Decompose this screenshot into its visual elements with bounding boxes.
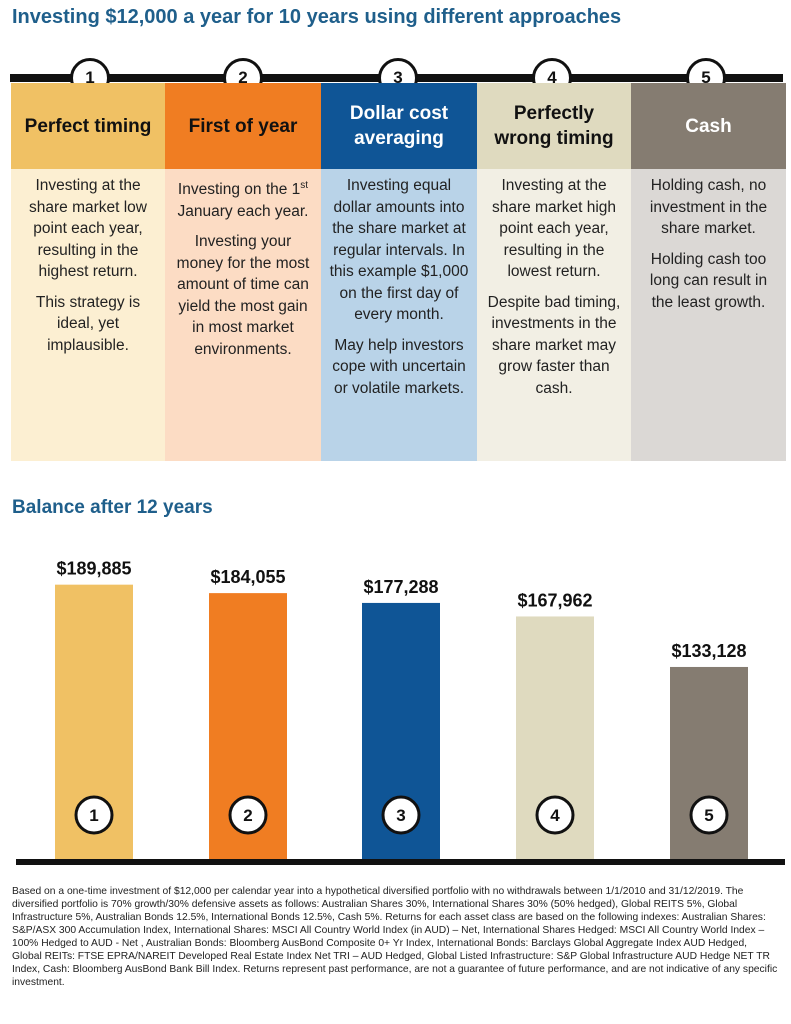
strategy-description-dollar-cost-averaging: Investing equal dollar amounts into the … xyxy=(321,169,477,461)
data-label-3: $177,288 xyxy=(363,577,438,597)
bar-badge-2 xyxy=(228,795,268,835)
category-label-4: 4 xyxy=(550,806,560,825)
strategy-description-first-of-year: Investing on the 1st January each year. … xyxy=(165,169,321,461)
strategy-paragraph: Investing at the share market low point … xyxy=(28,177,147,280)
bar-badge-4 xyxy=(535,795,575,835)
strategy-paragraph: Investing your money for the most amount… xyxy=(176,233,310,358)
bar-badge-3 xyxy=(381,795,421,835)
strategy-paragraph: Investing at the share market high point… xyxy=(491,177,617,280)
footnote: Based on a one-time investment of $12,00… xyxy=(12,886,778,988)
strategy-paragraph: Holding cash, no investment in the share… xyxy=(649,177,768,237)
category-label-1: 1 xyxy=(89,806,98,825)
strategy-header-dollar-cost-averaging: Dollar cost averaging xyxy=(321,83,477,169)
strategy-description-perfect-timing: Investing at the share market low point … xyxy=(11,169,165,461)
strategy-paragraph: May help investors cope with uncertain o… xyxy=(332,336,466,397)
data-label-2: $184,055 xyxy=(210,567,285,587)
category-label-2: 2 xyxy=(243,806,252,825)
category-label-5: 5 xyxy=(704,806,713,825)
strategy-paragraph: Investing equal dollar amounts into the … xyxy=(329,177,469,323)
strategy-paragraph: Despite bad timing, investments in the s… xyxy=(487,293,621,397)
data-label-5: $133,128 xyxy=(671,641,746,661)
data-label-4: $167,962 xyxy=(517,590,592,610)
bar-badge-1 xyxy=(74,795,114,835)
strategy-header-perfect-timing: Perfect timing xyxy=(11,83,165,169)
strategy-header-perfectly-wrong-timing: Perfectly wrong timing xyxy=(477,83,631,169)
strategy-paragraph: Holding cash too long can result in the … xyxy=(649,250,768,311)
strategy-paragraph: Investing on the 1st January each year. xyxy=(177,180,309,220)
data-label-1: $189,885 xyxy=(56,560,131,579)
strategy-paragraph: This strategy is ideal, yet implausible. xyxy=(35,293,141,354)
balance-bar-chart: $189,885 1 $184,055 2 $177,288 3 $167,962 4 $133… xyxy=(16,560,785,865)
page-title: Investing $12,000 a year for 10 years us… xyxy=(12,6,622,28)
strategy-description-cash: Holding cash, no investment in the share… xyxy=(631,169,786,461)
x-axis-baseline xyxy=(16,859,785,865)
bar-badge-5 xyxy=(689,795,729,835)
strategy-header-first-of-year: First of year xyxy=(165,83,321,169)
chart-title: Balance after 12 years xyxy=(12,497,213,518)
strategy-description-perfectly-wrong-timing: Investing at the share market high point… xyxy=(477,169,631,461)
strategy-header-cash: Cash xyxy=(631,83,786,169)
category-label-3: 3 xyxy=(396,806,405,825)
